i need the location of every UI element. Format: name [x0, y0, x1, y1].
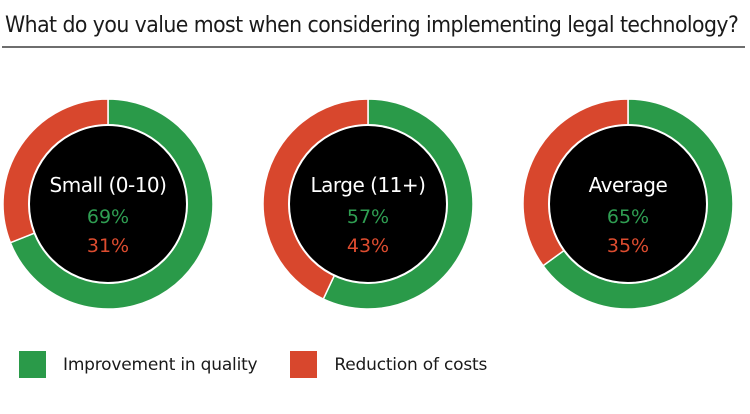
- donut-chart-2: Large (11+) 57% 43%: [262, 98, 474, 310]
- costs-percent: 31%: [87, 235, 129, 257]
- chart-title: What do you value most when considering …: [5, 13, 739, 38]
- legend-item-quality: Improvement in quality: [19, 351, 258, 378]
- quality-percent: 69%: [87, 206, 129, 228]
- donut-center: [28, 124, 188, 284]
- quality-percent: 57%: [347, 206, 389, 228]
- quality-percent: 65%: [607, 206, 649, 228]
- legend-swatch-costs: [290, 351, 318, 378]
- legend-label-quality: Improvement in quality: [63, 354, 258, 375]
- donut-label: Small (0-10): [50, 173, 167, 197]
- legend-label-costs: Reduction of costs: [334, 354, 488, 375]
- donut-label: Large (11+): [311, 173, 426, 197]
- donut-center: [288, 124, 448, 284]
- donut-label: Average: [589, 173, 668, 197]
- legend-item-costs: Reduction of costs: [290, 351, 487, 378]
- legend-swatch-quality: [19, 351, 46, 378]
- donut-center: [548, 124, 708, 284]
- legend: Improvement in quality Reduction of cost…: [19, 351, 487, 378]
- costs-percent: 35%: [607, 235, 649, 257]
- donut-chart-3: Average 65% 35%: [522, 98, 734, 310]
- costs-percent: 43%: [347, 235, 389, 257]
- title-divider: [2, 46, 745, 48]
- donut-chart-1: Small (0-10) 69% 31%: [2, 98, 214, 310]
